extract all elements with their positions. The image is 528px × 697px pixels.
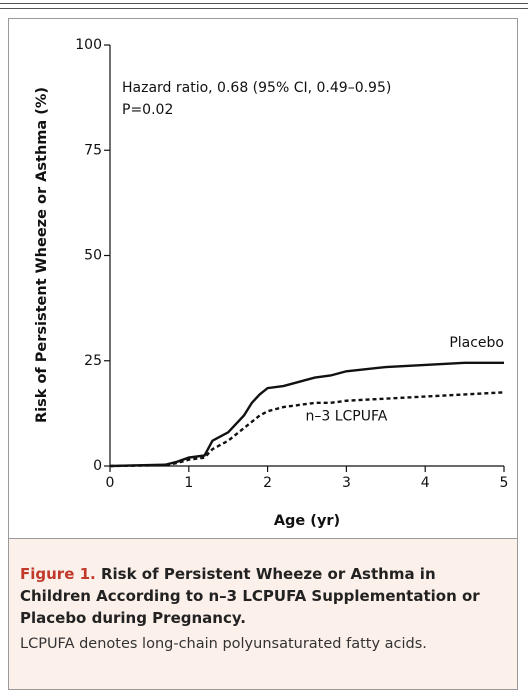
series-label: n–3 LCPUFA: [305, 408, 387, 424]
x-axis-label: Age (yr): [274, 513, 340, 529]
x-tick-label: 0: [106, 475, 115, 491]
panel: [8, 18, 518, 690]
y-tick-label: 75: [84, 142, 102, 158]
rule: [0, 3, 528, 4]
caption-title: Figure 1. Risk of Persistent Wheeze or A…: [20, 563, 505, 629]
y-tick-label: 0: [93, 458, 102, 474]
chart: Risk of Persistent Wheeze or Asthma (%) …: [34, 37, 509, 529]
x-tick-label: 3: [342, 475, 351, 491]
series-line: [109, 391, 505, 468]
rule: [0, 8, 528, 9]
annotation: P=0.02: [122, 102, 173, 118]
x-tick-label: 5: [500, 475, 509, 491]
y-tick-label: 25: [84, 353, 102, 369]
series-line: [109, 361, 504, 468]
figure-title: Risk of Persistent Wheeze or Asthma in C…: [20, 565, 480, 627]
caption: Figure 1. Risk of Persistent Wheeze or A…: [9, 538, 517, 689]
figure-label: Figure 1.: [20, 565, 96, 583]
caption-note: LCPUFA denotes long-chain polyunsaturate…: [20, 636, 427, 652]
x-tick-label: 1: [184, 475, 193, 491]
y-axis-label: Risk of Persistent Wheeze or Asthma (%): [34, 87, 50, 423]
y-tick-label: 100: [75, 37, 102, 53]
series-label: Placebo: [449, 335, 504, 351]
x-tick-label: 4: [421, 475, 430, 491]
annotation: Hazard ratio, 0.68 (95% CI, 0.49–0.95): [122, 80, 391, 96]
y-tick-label: 50: [84, 248, 102, 264]
x-tick-label: 2: [263, 475, 272, 491]
